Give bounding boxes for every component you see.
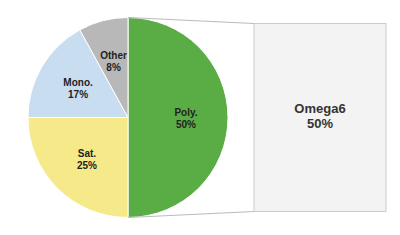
svg-text:Sat.25%: Sat.25% [77, 148, 97, 171]
svg-text:Other8%: Other8% [100, 50, 127, 73]
svg-text:Omega650%: Omega650% [294, 101, 345, 131]
svg-text:Poly.50%: Poly.50% [174, 107, 197, 130]
svg-text:Mono.17%: Mono.17% [63, 77, 93, 100]
